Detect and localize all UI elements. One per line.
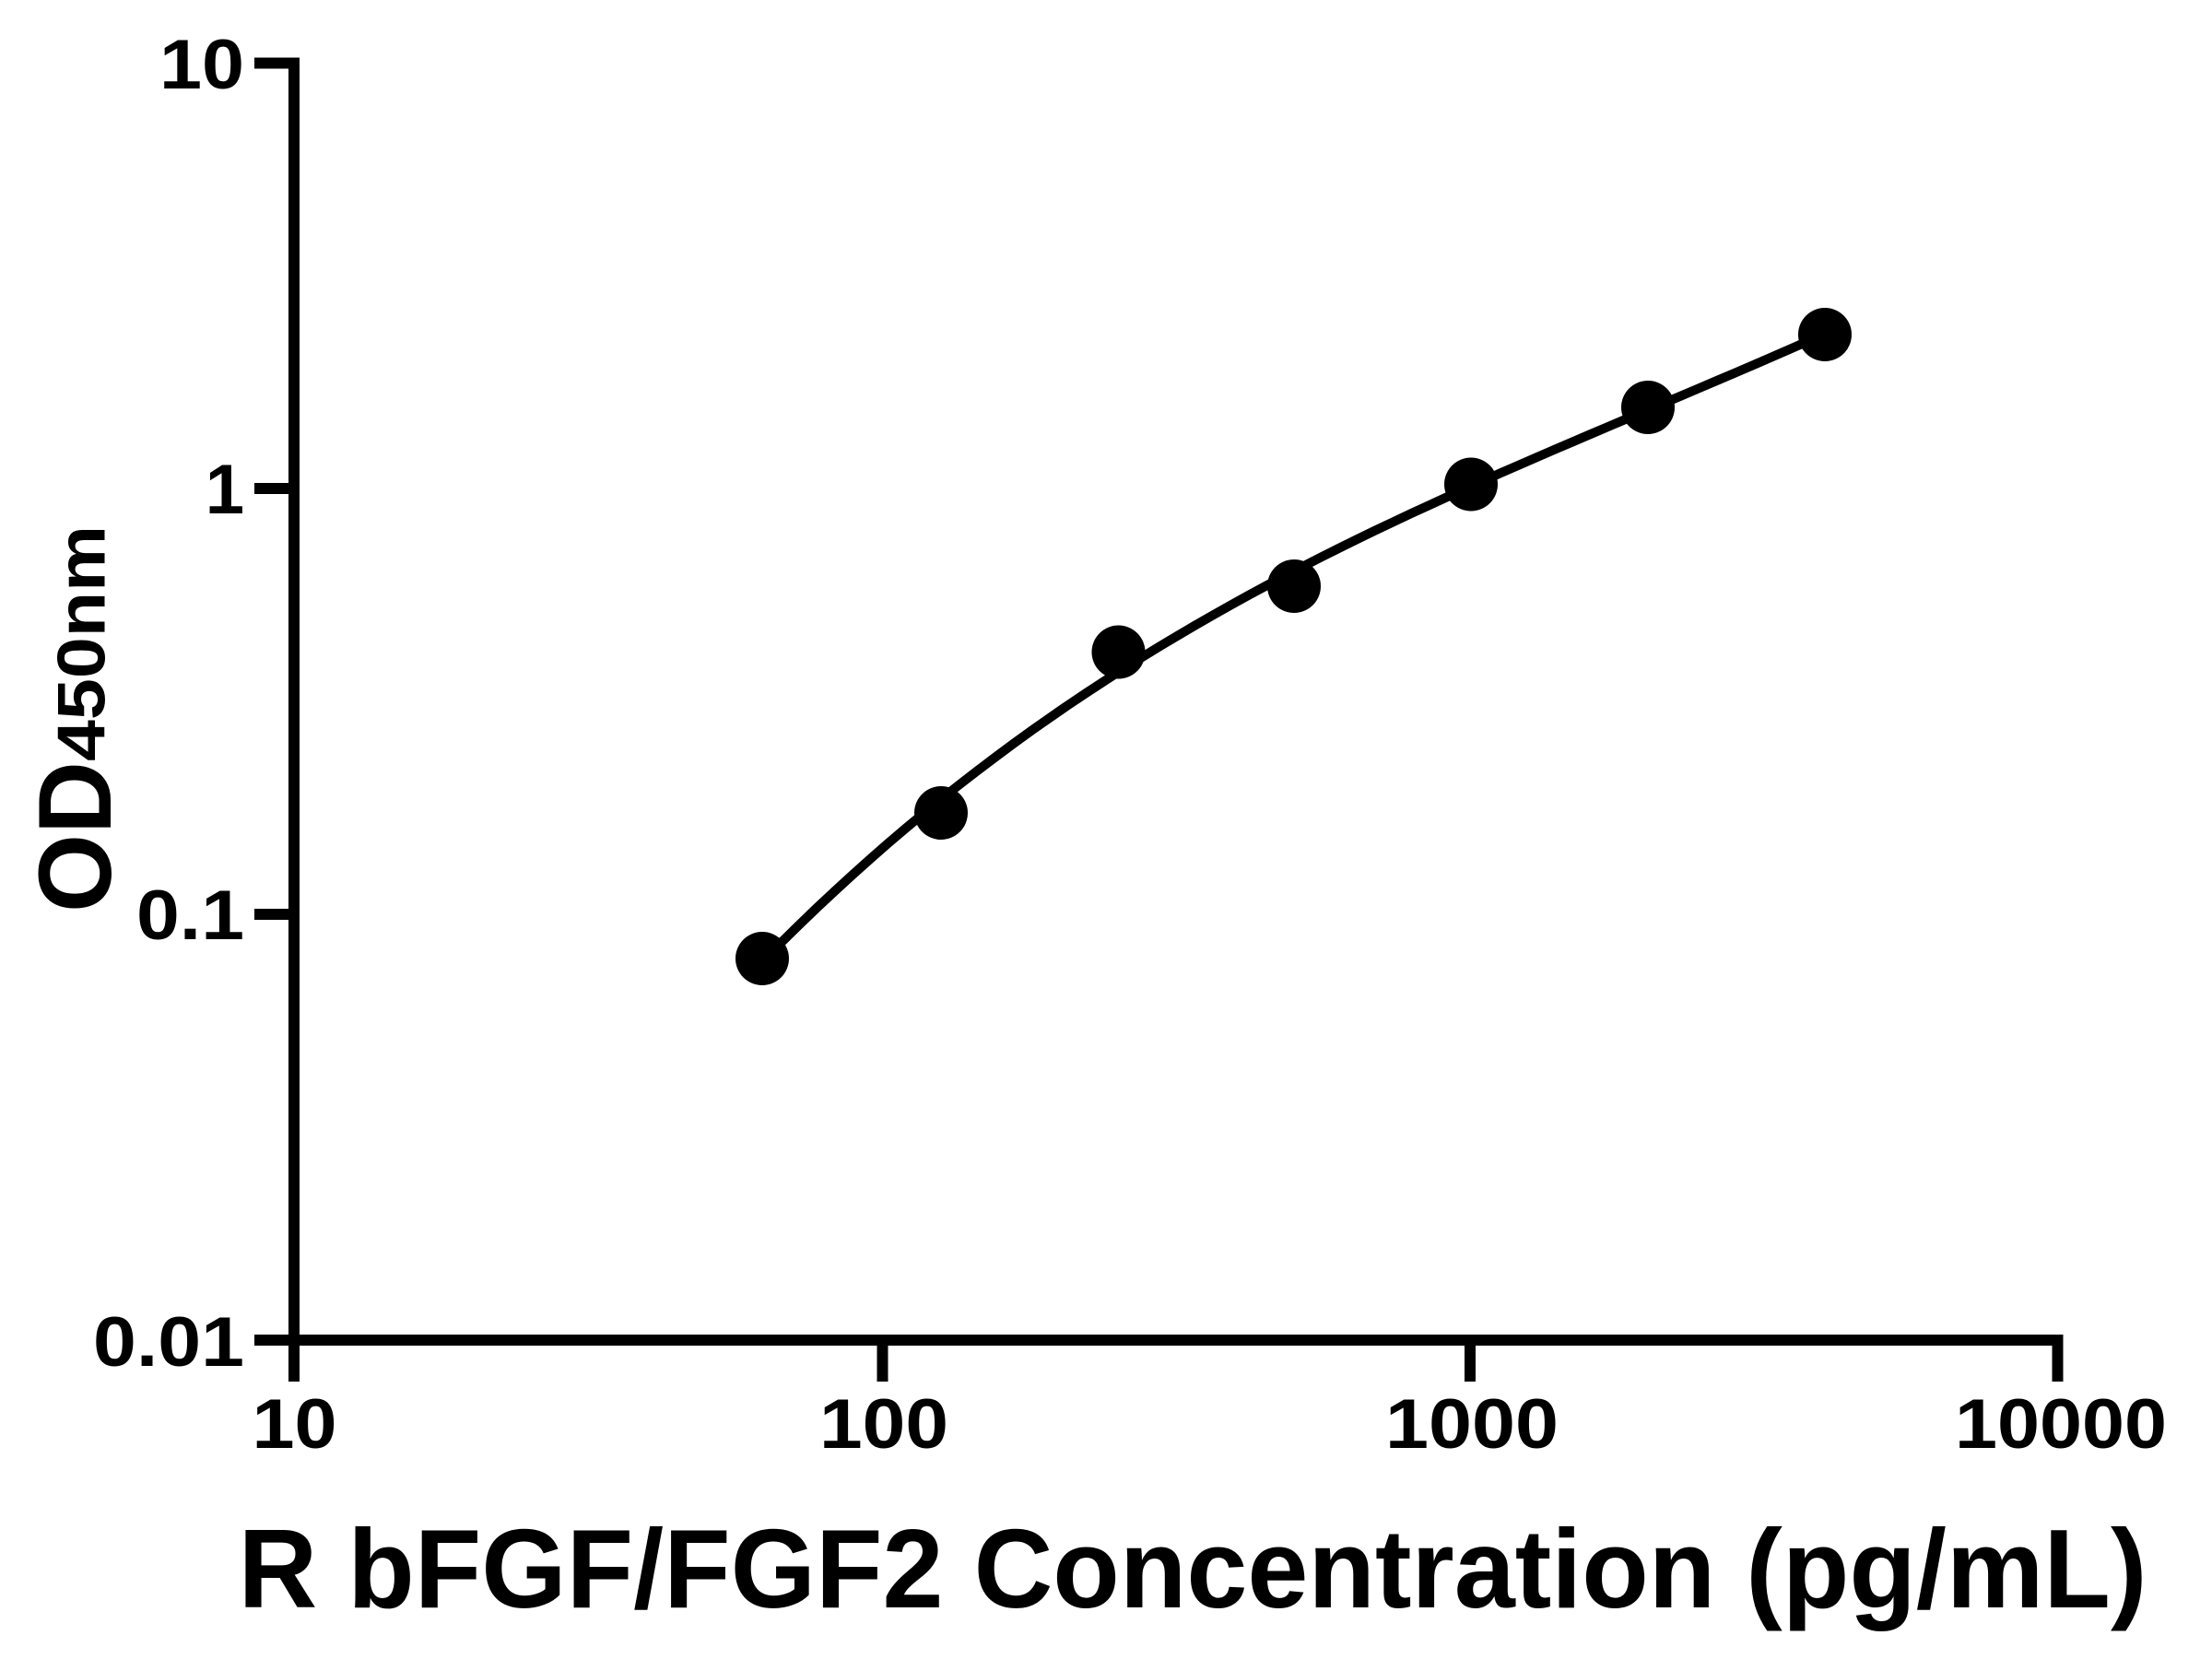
svg-text:100: 100 <box>819 1385 948 1464</box>
svg-text:10000: 10000 <box>1955 1385 2167 1464</box>
svg-text:450nm: 450nm <box>45 525 120 761</box>
svg-text:0.1: 0.1 <box>136 877 244 955</box>
svg-text:10: 10 <box>159 26 244 104</box>
svg-text:1000: 1000 <box>1385 1385 1559 1464</box>
svg-text:0.01: 0.01 <box>93 1303 244 1382</box>
svg-text:R bFGF/FGF2 Concentration (pg/: R bFGF/FGF2 Concentration (pg/mL) <box>239 1506 2147 1631</box>
svg-text:1: 1 <box>206 451 244 529</box>
svg-text:10: 10 <box>253 1385 337 1464</box>
svg-text:OD: OD <box>18 761 133 912</box>
